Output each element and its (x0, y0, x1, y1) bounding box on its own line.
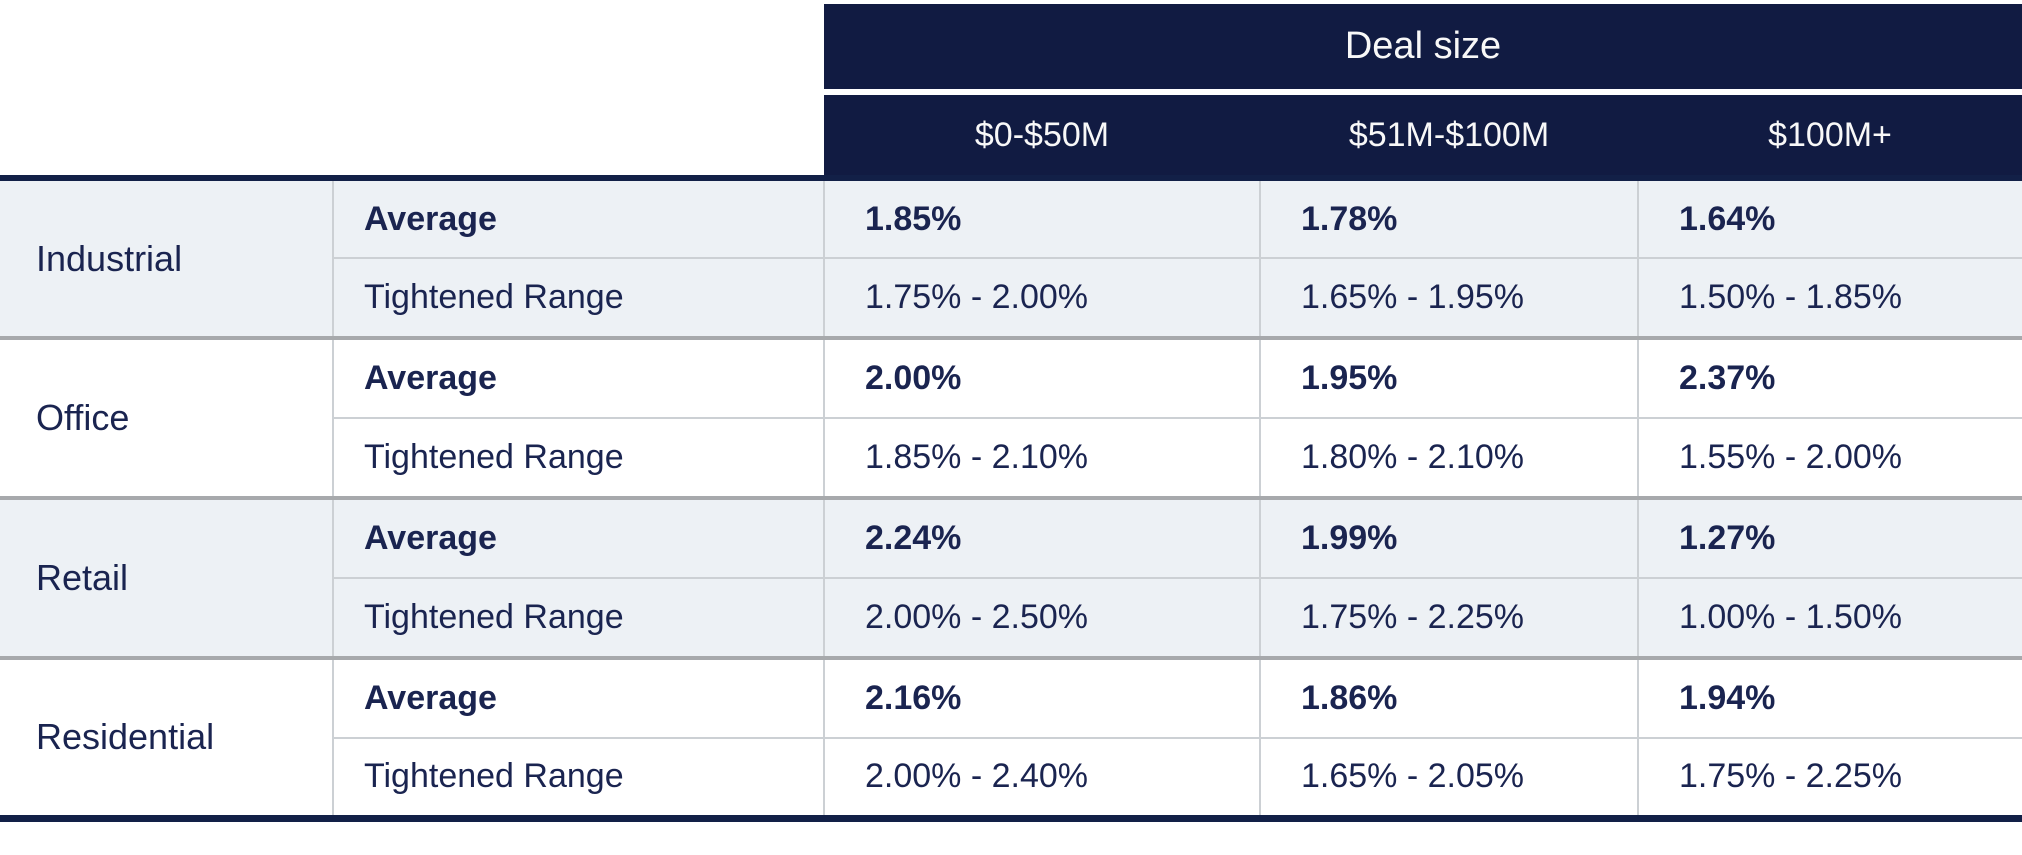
table-row-residential-average: Residential Average 2.16% 1.86% 1.94% (0, 658, 2022, 822)
table-row-industrial-average: Industrial Average 1.85% 1.78% 1.64% (0, 178, 2022, 340)
table-row-office-range: Tightened Range 1.85% - 2.10% 1.80% - 2.… (0, 418, 2022, 500)
value-cell: 1.75% - 2.25% (1259, 578, 1638, 660)
metric-label-cell: Average (332, 498, 824, 579)
value-cell: 2.00% - 2.50% (823, 578, 1260, 660)
value-cell: 1.95% (1259, 338, 1638, 419)
table-row-industrial-range: Tightened Range 1.75% - 2.00% 1.65% - 1.… (0, 258, 2022, 340)
value-cell: 1.78% (1259, 178, 1638, 259)
table-header-group-label: Deal size (824, 4, 2022, 95)
value-cell: 1.27% (1636, 498, 2022, 579)
table-row-retail-average: Retail Average 2.24% 1.99% 1.27% (0, 498, 2022, 660)
header-empty-cell (0, 4, 824, 92)
category-cell-retail: Retail (0, 498, 333, 660)
metric-label-cell: Average (332, 658, 824, 739)
table-row-office-average: Office Average 2.00% 1.95% 2.37% (0, 338, 2022, 500)
column-header-0-50m: $0-$50M (824, 92, 1260, 181)
value-cell: 1.86% (1259, 658, 1638, 739)
metric-label-cell: Tightened Range (332, 738, 824, 822)
value-cell: 2.37% (1636, 338, 2022, 419)
table-row-residential-range: Tightened Range 2.00% - 2.40% 1.65% - 2.… (0, 738, 2022, 822)
value-cell: 1.65% - 1.95% (1259, 258, 1638, 340)
deal-size-table: Deal size $0-$50M $51M-$100M $100M+ Indu… (0, 4, 2022, 822)
value-cell: 2.00% (823, 338, 1260, 419)
value-cell: 2.00% - 2.40% (823, 738, 1260, 822)
value-cell: 1.65% - 2.05% (1259, 738, 1638, 822)
metric-label-cell: Average (332, 338, 824, 419)
value-cell: 1.75% - 2.00% (823, 258, 1260, 340)
value-cell: 1.00% - 1.50% (1636, 578, 2022, 660)
metric-label-cell: Average (332, 178, 824, 259)
header-empty-cell (0, 92, 824, 181)
category-cell-office: Office (0, 338, 333, 500)
value-cell: 1.50% - 1.85% (1636, 258, 2022, 340)
value-cell: 2.16% (823, 658, 1260, 739)
value-cell: 1.64% (1636, 178, 2022, 259)
value-cell: 1.75% - 2.25% (1636, 738, 2022, 822)
column-header-51-100m: $51M-$100M (1260, 92, 1638, 181)
value-cell: 1.94% (1636, 658, 2022, 739)
table-header-group-row: Deal size (0, 4, 2022, 95)
column-header-100m-plus: $100M+ (1638, 92, 2022, 181)
value-cell: 1.85% (823, 178, 1260, 259)
category-cell-industrial: Industrial (0, 178, 333, 340)
value-cell: 1.80% - 2.10% (1259, 418, 1638, 500)
value-cell: 1.99% (1259, 498, 1638, 579)
metric-label-cell: Tightened Range (332, 418, 824, 500)
table-header-columns-row: $0-$50M $51M-$100M $100M+ (0, 92, 2022, 181)
value-cell: 2.24% (823, 498, 1260, 579)
value-cell: 1.55% - 2.00% (1636, 418, 2022, 500)
value-cell: 1.85% - 2.10% (823, 418, 1260, 500)
table-row-retail-range: Tightened Range 2.00% - 2.50% 1.75% - 2.… (0, 578, 2022, 660)
category-cell-residential: Residential (0, 658, 333, 822)
metric-label-cell: Tightened Range (332, 578, 824, 660)
metric-label-cell: Tightened Range (332, 258, 824, 340)
